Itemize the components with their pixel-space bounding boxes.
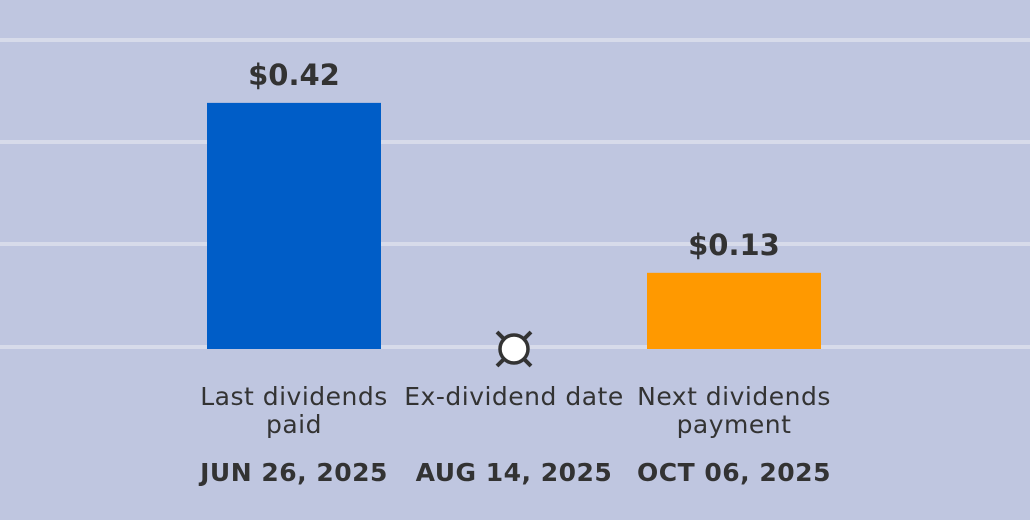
bar <box>207 102 381 349</box>
ex-dividend-marker <box>495 330 533 368</box>
value-label: $0.13 <box>688 228 780 262</box>
category-label: Ex-dividend date <box>404 382 624 411</box>
date-label: OCT 06, 2025 <box>637 458 831 487</box>
date-label: AUG 14, 2025 <box>415 458 613 487</box>
bar <box>647 272 821 349</box>
marker-circle <box>498 333 530 365</box>
value-label: $0.42 <box>248 58 340 92</box>
date-label: JUN 26, 2025 <box>200 458 388 487</box>
category-label: Last dividends paid <box>200 382 388 439</box>
category-label: Next dividends payment <box>637 382 831 439</box>
